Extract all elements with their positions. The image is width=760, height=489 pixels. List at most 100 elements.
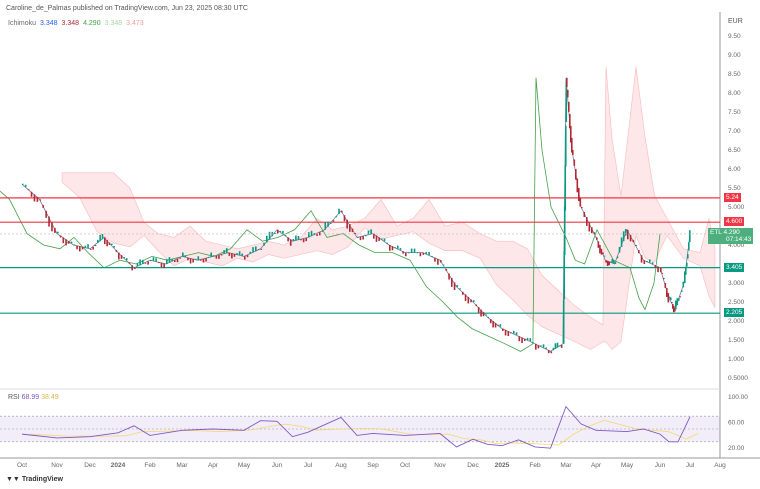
candle — [128, 262, 131, 264]
candle — [572, 150, 574, 156]
candle — [210, 252, 213, 258]
price-tick: 8.00 — [728, 90, 741, 97]
candle — [118, 252, 120, 260]
time-tick: Dec — [467, 462, 479, 469]
price-tick: 1.500 — [728, 337, 745, 344]
candle — [150, 260, 152, 262]
candle — [370, 229, 372, 235]
candle — [673, 305, 675, 313]
candle — [464, 294, 467, 301]
candle — [676, 298, 679, 306]
tradingview-logo[interactable]: ▼▼ TradingView — [6, 476, 63, 483]
candle — [632, 239, 635, 243]
candle — [494, 322, 497, 328]
candle — [316, 233, 318, 236]
time-tick: Feb — [529, 462, 541, 469]
candle — [554, 343, 557, 349]
candle — [502, 328, 504, 331]
candle — [357, 237, 359, 239]
candle — [661, 272, 664, 274]
candle — [485, 314, 487, 316]
rsi-legend[interactable]: RSI 68.99 38.49 — [8, 394, 59, 401]
candle — [602, 252, 604, 255]
candle — [308, 232, 310, 238]
candle — [646, 260, 648, 262]
time-tick: Nov — [434, 462, 446, 469]
candle — [482, 312, 485, 317]
candle — [565, 82, 568, 123]
candle — [305, 238, 308, 242]
candle — [233, 253, 236, 257]
candle — [182, 252, 184, 257]
indicator-value: 3.473 — [126, 20, 144, 27]
candle — [155, 258, 157, 262]
candle — [65, 239, 67, 246]
time-tick: Jun — [655, 462, 666, 469]
candle — [266, 235, 268, 243]
currency-label[interactable]: EUR — [728, 18, 743, 25]
candle — [184, 255, 187, 258]
candle — [292, 239, 295, 242]
level-label: 4.600 — [724, 217, 745, 227]
price-tick: 6.50 — [728, 147, 741, 154]
time-tick: Aug — [714, 462, 726, 469]
candle — [571, 137, 573, 153]
time-tick: Dec — [84, 462, 96, 469]
candle — [613, 260, 615, 264]
ichimoku-legend[interactable]: Ichimoku 3.348 3.348 4.290 3.348 3.473 — [8, 20, 152, 27]
time-tick: Mar — [560, 462, 572, 469]
candle — [410, 248, 413, 253]
candle — [682, 281, 685, 288]
candle — [218, 255, 220, 259]
candle — [84, 245, 87, 248]
candle — [442, 264, 445, 266]
candle — [92, 246, 94, 250]
candle — [480, 309, 482, 317]
candle — [244, 256, 246, 260]
candle — [136, 263, 139, 267]
candle — [249, 251, 252, 254]
candle — [282, 230, 284, 234]
candle — [22, 183, 24, 185]
candle — [542, 344, 545, 348]
candle — [586, 217, 588, 226]
candle — [313, 233, 316, 235]
candle — [160, 262, 163, 268]
candle — [99, 234, 101, 242]
candle — [663, 277, 665, 280]
candle — [101, 234, 104, 240]
candle — [62, 237, 65, 244]
candle — [90, 248, 92, 250]
candle — [202, 258, 205, 263]
candle — [142, 259, 144, 264]
brand-name: TradingView — [21, 476, 63, 483]
candle — [629, 234, 632, 242]
candle — [391, 246, 394, 251]
candle — [651, 262, 654, 264]
candle — [87, 244, 89, 249]
candle — [515, 332, 518, 335]
candle — [504, 329, 507, 336]
candle — [678, 298, 680, 301]
candle — [134, 267, 136, 269]
candle — [552, 347, 555, 351]
price-tick: 0.5000 — [728, 375, 748, 382]
candle — [672, 303, 674, 309]
candle — [434, 257, 436, 262]
candle — [416, 252, 419, 254]
time-tick: 2025 — [495, 462, 510, 469]
candle — [576, 178, 579, 193]
candle — [321, 230, 324, 232]
candle — [223, 250, 225, 254]
time-tick: May — [238, 462, 251, 469]
candle — [81, 246, 84, 250]
candle — [335, 216, 338, 218]
time-tick: Oct — [17, 462, 27, 469]
price-tick: 9.00 — [728, 52, 741, 59]
price-tick: 2.000 — [728, 318, 745, 325]
level-label: 5.24 — [724, 192, 741, 202]
candle — [667, 293, 670, 303]
candle — [445, 269, 448, 271]
candle — [73, 244, 76, 246]
